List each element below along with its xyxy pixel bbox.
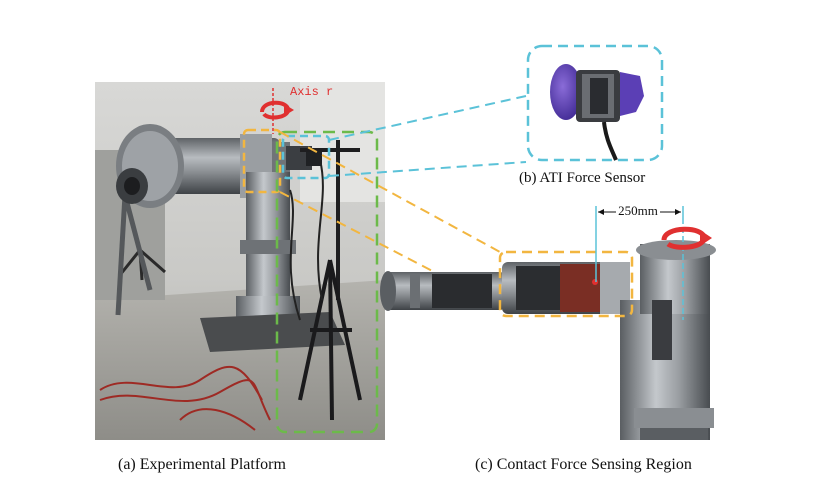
dimension-label: 250mm [618, 203, 658, 218]
blue-highlight-box-b [526, 44, 664, 162]
dimension-250mm: 250mm [595, 203, 684, 282]
ati-force-sensor-photo [528, 46, 662, 161]
caption-contact-force-sensing-region: (c) Contact Force Sensing Region [475, 456, 692, 473]
experimental-platform-photo [95, 82, 385, 440]
axis-r-annotation: Axis r [260, 85, 333, 134]
connector-blue-top [328, 95, 527, 141]
blue-highlight-box-a [281, 134, 331, 180]
rotation-arrow-c [661, 218, 712, 320]
orange-highlight-box-a [242, 128, 282, 194]
caption-ati-force-sensor: (b) ATI Force Sensor [519, 170, 646, 186]
connector-orange-top [279, 131, 501, 253]
green-highlight-box-a [275, 130, 379, 434]
axis-r-label: Axis r [290, 85, 333, 99]
caption-experimental-platform: (a) Experimental Platform [118, 456, 286, 473]
connector-orange-bottom [279, 191, 501, 307]
contact-point-marker [592, 279, 598, 285]
orange-highlight-box-c [498, 250, 634, 318]
connector-blue-bottom [328, 161, 527, 177]
